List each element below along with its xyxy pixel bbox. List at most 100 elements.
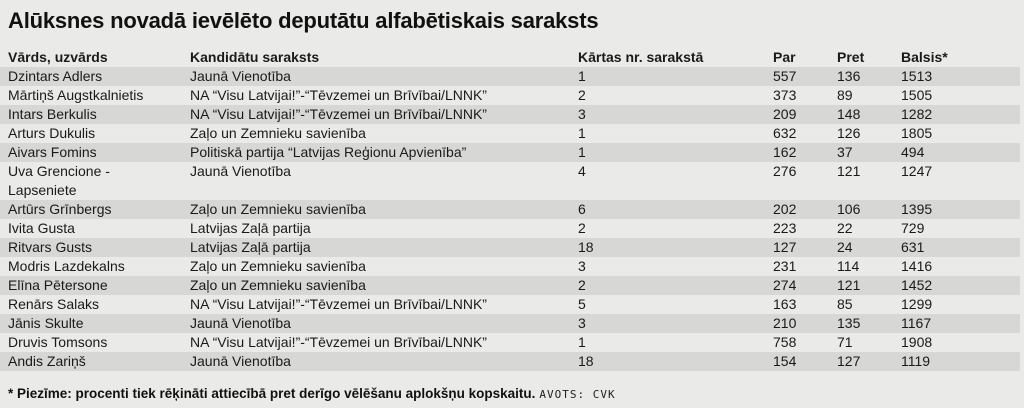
cell-votes-for: 202 <box>773 201 797 217</box>
cell-votes-for: 758 <box>773 334 797 350</box>
table-row: Modris Lazdekalns Zaļo un Zemnieku savie… <box>0 257 1020 276</box>
cell-candidate-list: Latvijas Zaļā partija <box>190 239 311 255</box>
cell-votes-against: 127 <box>837 353 861 369</box>
cell-ballots: 1805 <box>901 125 933 141</box>
cell-candidate-list: Jaunā Vienotība <box>190 68 291 84</box>
cell-order-number: 2 <box>578 87 586 103</box>
cell-order-number: 18 <box>578 239 594 255</box>
cell-order-number: 3 <box>578 106 586 122</box>
cell-ballots: 1167 <box>901 315 932 331</box>
cell-name: Ivita Gusta <box>8 220 75 236</box>
cell-candidate-list: NA “Visu Latvijai!”-“Tēvzemei un Brīvība… <box>190 334 487 350</box>
cell-votes-for: 163 <box>773 296 797 312</box>
cell-votes-against: 106 <box>837 201 861 217</box>
cell-name: Aivars Fomins <box>8 144 97 160</box>
table-row: Aivars Fomins Politiskā partija “Latvija… <box>0 143 1020 162</box>
cell-ballots: 1452 <box>901 277 933 293</box>
cell-candidate-list: Politiskā partija “Latvijas Reģionu Apvi… <box>190 144 467 160</box>
cell-ballots: 494 <box>901 144 925 160</box>
cell-candidate-list: Zaļo un Zemnieku savienība <box>190 125 366 141</box>
cell-votes-against: 126 <box>837 125 861 141</box>
cell-name: Renārs Salaks <box>8 296 100 312</box>
cell-ballots: 1908 <box>901 334 933 350</box>
table-row: Ritvars Gusts Latvijas Zaļā partija 18 1… <box>0 238 1020 257</box>
table-row: Artūrs Grīnbergs Zaļo un Zemnieku savien… <box>0 200 1020 219</box>
cell-order-number: 5 <box>578 296 586 312</box>
cell-candidate-list: Zaļo un Zemnieku savienība <box>190 277 366 293</box>
cell-candidate-list: NA “Visu Latvijai!”-“Tēvzemei un Brīvība… <box>190 87 487 103</box>
table-row: Andis Zariņš Jaunā Vienotība 18 154 127 … <box>0 352 1020 371</box>
cell-votes-for: 373 <box>773 87 797 103</box>
cell-order-number: 1 <box>578 144 586 160</box>
cell-order-number: 1 <box>578 125 586 141</box>
cell-ballots: 729 <box>901 220 925 236</box>
cell-votes-against: 22 <box>837 220 853 236</box>
table-row: Intars Berkulis NA “Visu Latvijai!”-“Tēv… <box>0 105 1020 124</box>
cell-order-number: 1 <box>578 334 586 350</box>
footnote-text: * Piezīme: procenti tiek rēķināti attiec… <box>8 386 536 401</box>
table-row: Dzintars Adlers Jaunā Vienotība 1 557 13… <box>0 67 1020 86</box>
cell-ballots: 1416 <box>901 258 933 274</box>
cell-candidate-list: Jaunā Vienotība <box>190 163 291 179</box>
cell-votes-against: 135 <box>837 315 861 331</box>
cell-votes-against: 89 <box>837 87 853 103</box>
col-header-name: Vārds, uzvārds <box>8 49 108 65</box>
cell-candidate-list: Latvijas Zaļā partija <box>190 220 311 236</box>
page-title: Alūksnes novadā ievēlēto deputātu alfabē… <box>8 8 599 33</box>
table-row: Mārtiņš Augstkalnietis NA “Visu Latvijai… <box>0 86 1020 105</box>
cell-ballots: 1119 <box>901 353 931 369</box>
cell-name: Mārtiņš Augstkalnietis <box>8 87 144 103</box>
cell-name: Druvis Tomsons <box>8 334 108 350</box>
cell-ballots: 631 <box>901 239 925 255</box>
cell-votes-against: 114 <box>837 258 860 274</box>
cell-name: Artūrs Grīnbergs <box>8 201 112 217</box>
cell-name: Elīna Pētersone <box>8 277 108 293</box>
col-header-votes-against: Pret <box>837 49 865 65</box>
table-row: Elīna Pētersone Zaļo un Zemnieku savienī… <box>0 276 1020 295</box>
table-row: Arturs Dukulis Zaļo un Zemnieku savienīb… <box>0 124 1020 143</box>
cell-name: Ritvars Gusts <box>8 239 93 255</box>
cell-votes-for: 274 <box>773 277 797 293</box>
cell-votes-against: 71 <box>837 334 853 350</box>
col-header-votes-for: Par <box>773 49 796 65</box>
cell-candidate-list: Zaļo un Zemnieku savienība <box>190 258 366 274</box>
cell-name: Andis Zariņš <box>8 353 86 369</box>
table-row: Druvis Tomsons NA “Visu Latvijai!”-“Tēvz… <box>0 333 1020 352</box>
cell-candidate-list: Jaunā Vienotība <box>190 353 291 369</box>
cell-votes-for: 162 <box>773 144 797 160</box>
cell-name: Uva Grencione - Lapseniete <box>8 163 110 198</box>
cell-votes-for: 127 <box>773 239 797 255</box>
deputies-table: Vārds, uzvārds Kandidātu saraksts Kārtas… <box>0 48 1020 371</box>
cell-votes-against: 121 <box>837 163 861 179</box>
cell-name: Jānis Skulte <box>8 315 84 331</box>
cell-order-number: 2 <box>578 220 586 236</box>
cell-order-number: 4 <box>578 163 586 179</box>
col-header-ballots: Balsis* <box>901 49 948 65</box>
table-row: Renārs Salaks NA “Visu Latvijai!”-“Tēvze… <box>0 295 1020 314</box>
source-label: AVOTS: CVK <box>539 388 616 401</box>
cell-order-number: 18 <box>578 353 594 369</box>
cell-order-number: 3 <box>578 315 586 331</box>
cell-candidate-list: Jaunā Vienotība <box>190 315 291 331</box>
col-header-order: Kārtas nr. sarakstā <box>578 49 704 65</box>
cell-name: Arturs Dukulis <box>8 125 96 141</box>
cell-ballots: 1513 <box>901 68 933 84</box>
footnote: * Piezīme: procenti tiek rēķināti attiec… <box>0 385 1024 403</box>
table-row: Uva Grencione - Lapseniete Jaunā Vienotī… <box>0 162 1020 200</box>
table-body: Dzintars Adlers Jaunā Vienotība 1 557 13… <box>0 67 1020 371</box>
cell-order-number: 6 <box>578 201 586 217</box>
cell-name: Dzintars Adlers <box>8 68 103 84</box>
cell-votes-against: 37 <box>837 144 853 160</box>
cell-order-number: 3 <box>578 258 586 274</box>
cell-ballots: 1505 <box>901 87 933 103</box>
cell-candidate-list: NA “Visu Latvijai!”-“Tēvzemei un Brīvība… <box>190 106 487 122</box>
cell-name: Modris Lazdekalns <box>8 258 125 274</box>
table-row: Jānis Skulte Jaunā Vienotība 3 210 135 1… <box>0 314 1020 333</box>
cell-candidate-list: Zaļo un Zemnieku savienība <box>190 201 366 217</box>
cell-votes-for: 632 <box>773 125 797 141</box>
cell-votes-against: 24 <box>837 239 853 255</box>
cell-name: Intars Berkulis <box>8 106 97 122</box>
cell-ballots: 1247 <box>901 163 933 179</box>
cell-votes-against: 148 <box>837 106 861 122</box>
